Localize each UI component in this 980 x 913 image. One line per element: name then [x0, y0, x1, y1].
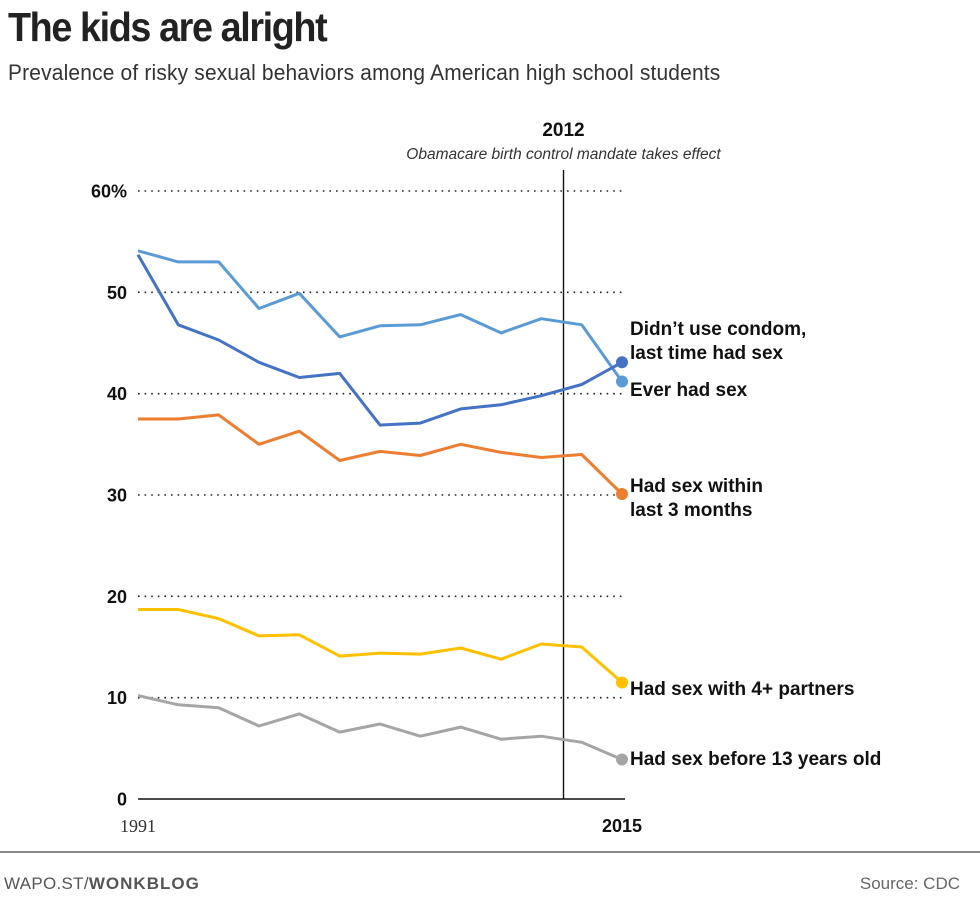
series-label-3: Had sex with 4+ partners [630, 679, 854, 700]
y-tick-label-40: 40 [107, 384, 127, 404]
series-lines [136, 249, 628, 766]
series-label-2-line-0: Had sex within [630, 476, 763, 497]
chart-title: The kids are alright [8, 4, 328, 50]
y-tick-label-0: 0 [117, 790, 127, 810]
y-tick-label-30: 30 [107, 486, 127, 506]
series-label-1-line-0: Didn’t use condom, [630, 319, 806, 340]
series-line-2 [138, 413, 624, 496]
x-tick-label-last: 2015 [602, 816, 642, 836]
axes: 0 10 20 30 40 50 60% 1991 2015 [91, 182, 642, 837]
series-end-dot-3 [616, 676, 628, 689]
y-tick-label-20: 20 [107, 587, 127, 607]
annotation-2012: 2012 Obamacare birth control mandate take… [406, 120, 721, 799]
gridlines [138, 190, 625, 699]
series-label-1-line-1: last time had sex [630, 343, 784, 364]
series-end-dot-2 [616, 487, 628, 500]
footer-divider [0, 851, 980, 853]
series-label-0: Ever had sex [630, 380, 748, 401]
annotation-year: 2012 [542, 120, 584, 141]
y-tick-label-50: 50 [107, 283, 127, 303]
series-label-2-line-1: last 3 months [630, 500, 752, 521]
series-end-dot-4 [616, 753, 628, 766]
series-line-0 [137, 249, 624, 383]
series-line-4 [137, 694, 623, 761]
chart-subtitle: Prevalence of risky sexual behaviors amo… [8, 60, 721, 85]
y-tick-label-10: 10 [107, 688, 127, 708]
credit-prefix: WAPO.ST/ [4, 874, 89, 893]
line-chart: 0 10 20 30 40 50 60% 1991 2015 2012 Obamacare bir… [91, 120, 881, 837]
series-labels: Ever had sex Didn’t use condom, last time … [630, 319, 881, 770]
series-line-1 [136, 254, 623, 427]
x-tick-label-first: 1991 [120, 816, 156, 836]
y-tick-label-60: 60% [91, 182, 127, 202]
series-end-dot-1 [616, 356, 628, 369]
credit-brand: WONKBLOG [88, 874, 200, 893]
series-label-4: Had sex before 13 years old [630, 749, 881, 770]
footer-credit: WAPO.ST/WONKBLOG [4, 874, 200, 894]
annotation-text: Obamacare birth control mandate takes ef… [406, 146, 721, 163]
footer-source: Source: CDC [859, 874, 960, 893]
series-end-dot-0 [616, 375, 628, 388]
series-line-3 [138, 608, 623, 684]
